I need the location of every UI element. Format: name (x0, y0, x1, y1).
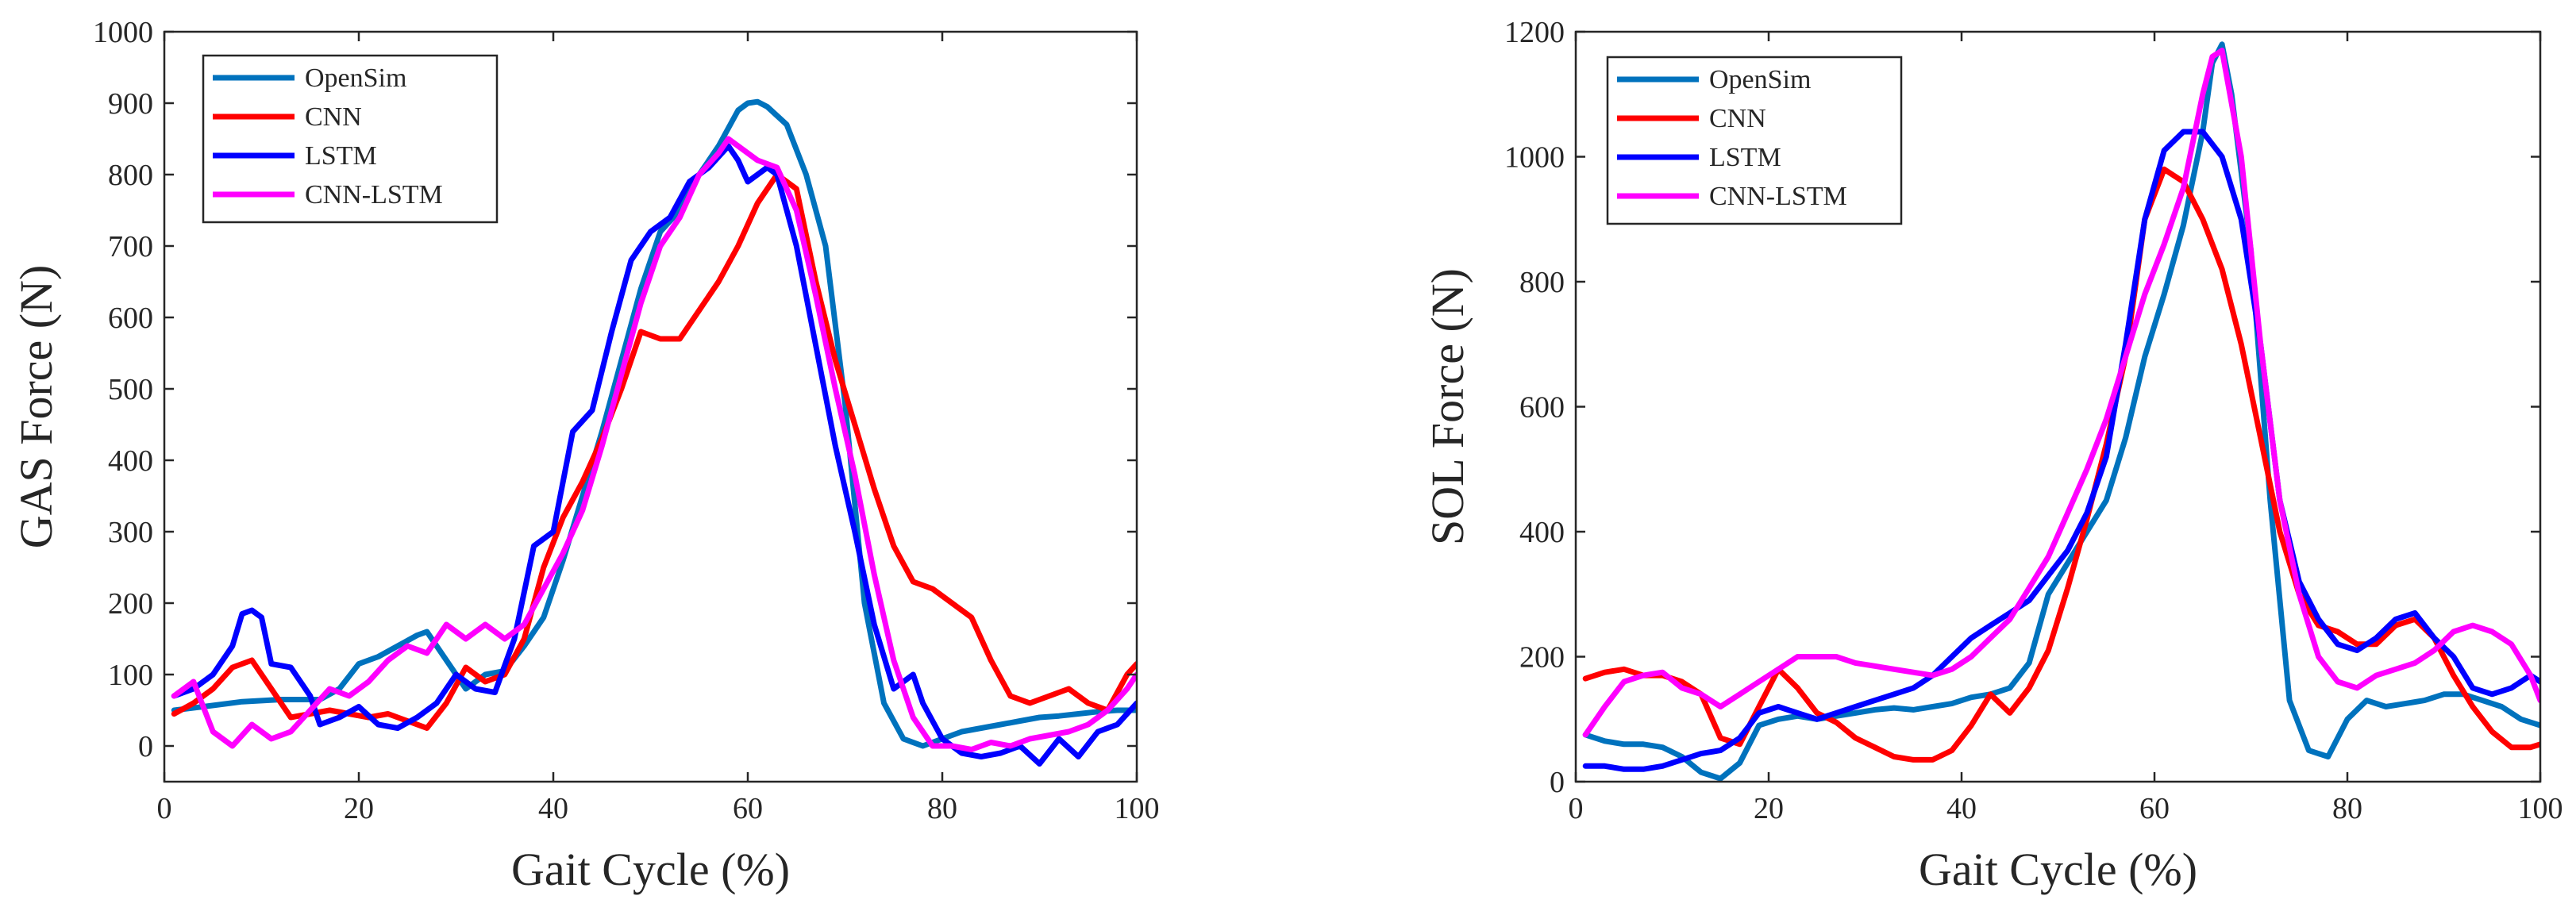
x-axis-label: Gait Cycle (%) (511, 844, 790, 895)
legend: OpenSim CNN LSTM CNN-LSTM (1606, 56, 1903, 225)
x-tick-label: 40 (538, 792, 568, 825)
x-tick-label: 0 (1569, 792, 1584, 825)
x-tick-label: 20 (1754, 792, 1784, 825)
y-axis-label: GAS Force (N) (10, 265, 62, 549)
legend-label: CNN (1709, 104, 1766, 133)
y-tick-label: 800 (108, 159, 153, 192)
series-line-lstm (1582, 129, 2540, 772)
legend-label: CNN-LSTM (305, 180, 443, 210)
y-tick-label: 700 (108, 230, 153, 263)
y-tick-label: 1000 (93, 16, 153, 49)
y-tick-label: 400 (1519, 516, 1565, 549)
x-tick-label: 100 (2518, 792, 2563, 825)
y-tick-label: 200 (108, 587, 153, 621)
x-tick-label: 20 (344, 792, 374, 825)
x-tick-label: 0 (157, 792, 172, 825)
series-line-cnn-lstm (1582, 48, 2540, 738)
y-tick-label: 0 (1550, 766, 1565, 799)
series-line-lstm (171, 143, 1137, 767)
x-tick-label: 100 (1115, 792, 1160, 825)
x-axis-label: Gait Cycle (%) (1919, 844, 2197, 895)
y-tick-label: 200 (1519, 641, 1565, 675)
axes-box (163, 30, 1138, 783)
y-tick-label: 600 (1519, 391, 1565, 425)
legend-label: CNN (305, 102, 362, 132)
legend-label: LSTM (1709, 143, 1781, 172)
y-tick-label: 0 (138, 730, 153, 763)
y-axis-label: SOL Force (N) (1422, 268, 1473, 545)
y-tick-label: 500 (108, 373, 153, 406)
x-tick-label: 60 (733, 792, 763, 825)
x-tick-label: 60 (2139, 792, 2170, 825)
x-tick-label: 40 (1946, 792, 1977, 825)
legend-label: LSTM (305, 141, 377, 171)
y-tick-label: 800 (1519, 266, 1565, 299)
legend-label: OpenSim (305, 63, 406, 93)
y-tick-label: 100 (108, 659, 153, 692)
y-tick-label: 300 (108, 516, 153, 549)
legend: OpenSim CNN LSTM CNN-LSTM (202, 54, 499, 224)
y-tick-label: 1200 (1504, 16, 1565, 49)
series-line-cnn (171, 171, 1137, 731)
series-lines (1582, 41, 2540, 782)
series-lines (171, 98, 1137, 767)
x-tick-label: 80 (927, 792, 957, 825)
chart-panel-1: 0 20 40 60 80 1000100200300400500600700800900… (10, 16, 1160, 895)
series-line-cnn-lstm (171, 136, 1137, 752)
y-tick-label: 400 (108, 444, 153, 478)
y-tick-label: 600 (108, 302, 153, 335)
y-tick-label: 900 (108, 87, 153, 121)
y-tick-label: 1000 (1504, 141, 1565, 175)
legend-label: CNN-LSTM (1709, 182, 1847, 211)
legend-label: OpenSim (1709, 65, 1811, 94)
x-tick-label: 80 (2332, 792, 2362, 825)
